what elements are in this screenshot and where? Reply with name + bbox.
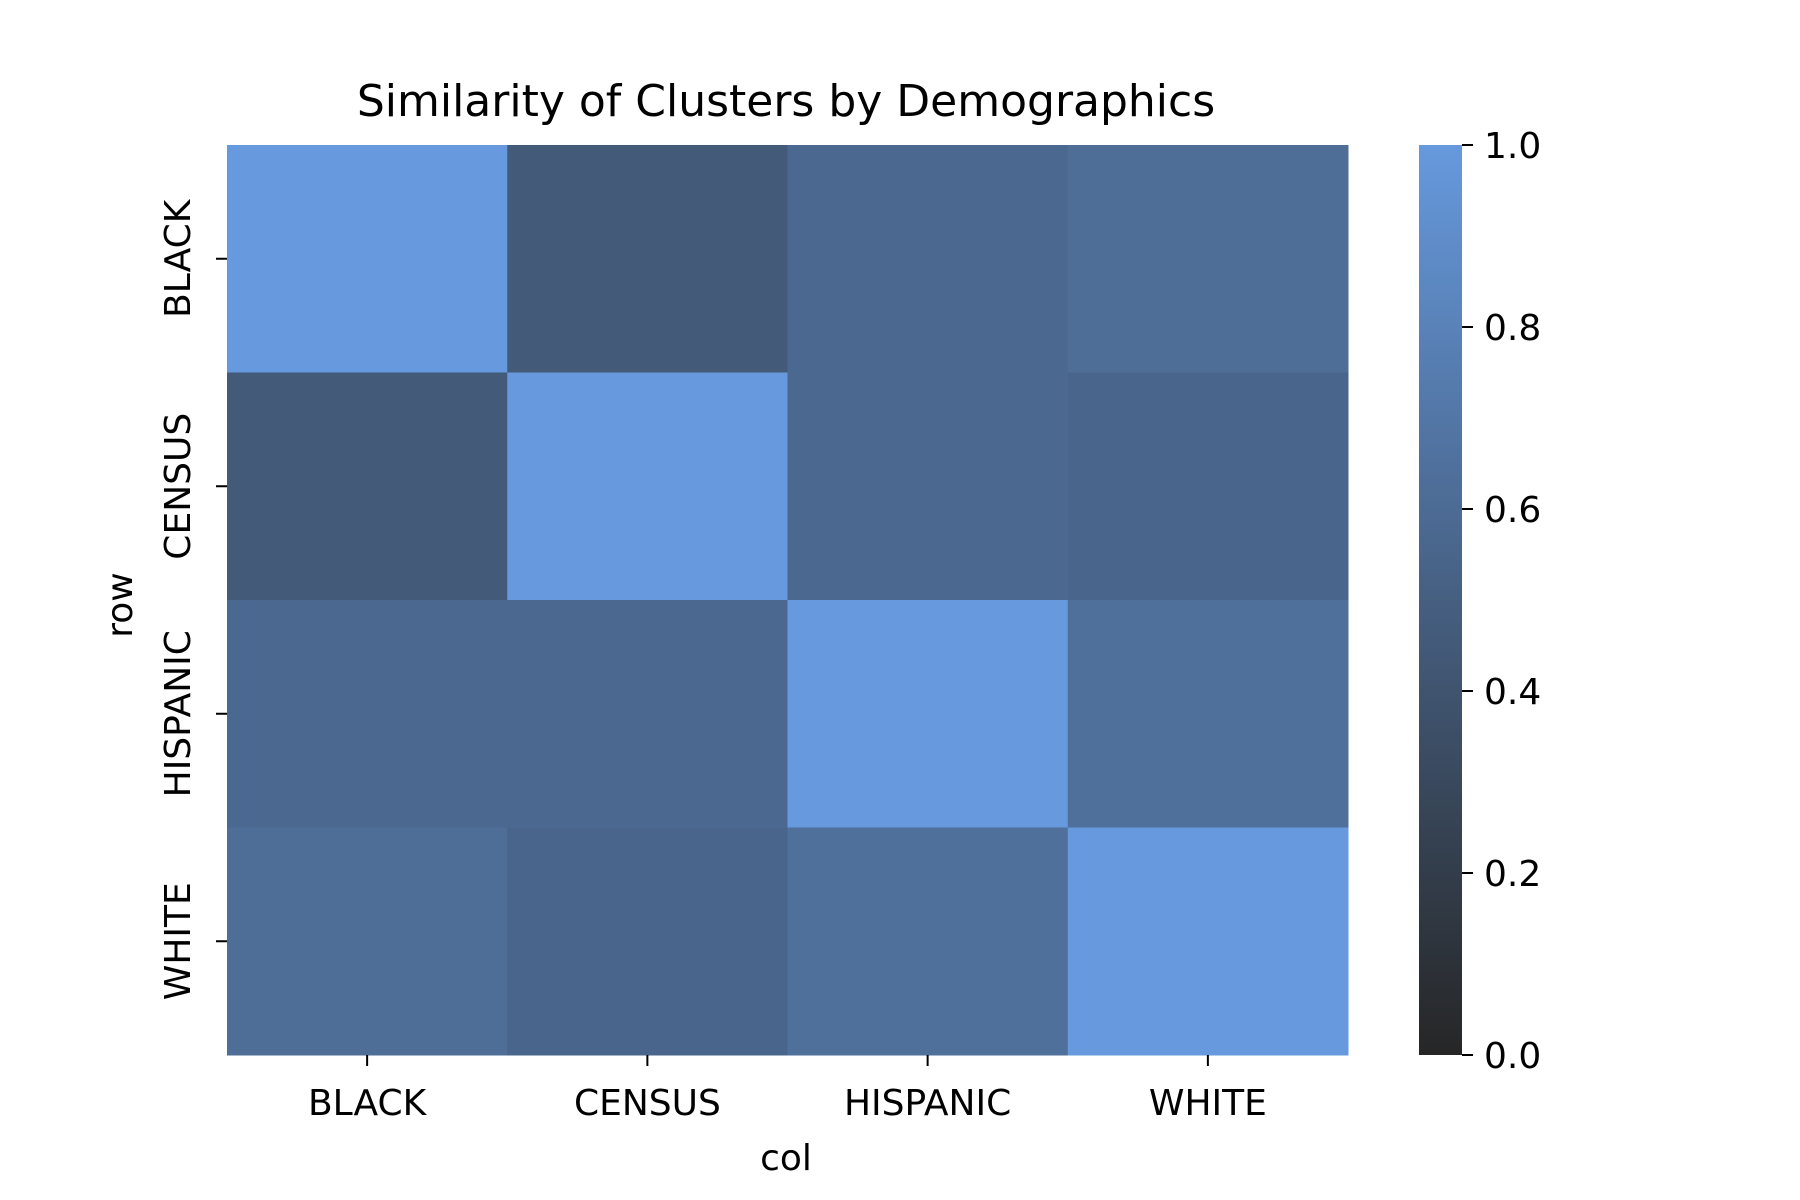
y-tick-label: CENSUS <box>158 413 199 560</box>
heatmap-cell <box>227 827 508 1056</box>
heatmap-cell <box>507 827 788 1056</box>
heatmap-cell <box>507 145 788 373</box>
y-axis-label: row <box>100 572 141 637</box>
y-tick-label: BLACK <box>158 198 199 318</box>
heatmap-cell <box>1067 827 1349 1056</box>
colorbar-tick-label: 0.8 <box>1484 308 1541 349</box>
x-tick-label: HISPANIC <box>844 1083 1011 1124</box>
heatmap-cell <box>1067 600 1349 828</box>
y-tick-label: WHITE <box>158 882 199 1000</box>
heatmap-cell <box>507 600 788 828</box>
colorbar <box>1419 145 1462 1055</box>
colorbar-tick-label: 0.0 <box>1484 1036 1541 1077</box>
heatmap-cell <box>787 372 1069 601</box>
x-axis-label: col <box>760 1138 812 1179</box>
y-axis-ticks: BLACK CENSUS HISPANIC WHITE <box>158 198 227 1000</box>
x-tick-label: WHITE <box>1149 1083 1267 1124</box>
heatmap-cell <box>787 827 1069 1056</box>
heatmap-cell <box>1067 145 1349 373</box>
colorbar-tick-label: 0.4 <box>1484 672 1541 713</box>
y-tick-label: HISPANIC <box>158 630 199 797</box>
heatmap-cell <box>227 145 508 373</box>
heatmap-cell <box>787 145 1069 373</box>
heatmap-cells <box>227 145 1349 1056</box>
colorbar-ticks: 0.0 0.2 0.4 0.6 0.8 1.0 <box>1462 126 1541 1077</box>
heatmap-cell <box>1067 372 1349 601</box>
heatmap-cell <box>787 600 1069 828</box>
x-tick-label: BLACK <box>308 1083 428 1124</box>
colorbar-tick-label: 0.2 <box>1484 854 1541 895</box>
colorbar-tick-label: 1.0 <box>1484 126 1541 167</box>
heatmap-cell <box>227 372 508 601</box>
colorbar-tick-label: 0.6 <box>1484 490 1541 531</box>
x-tick-label: CENSUS <box>574 1083 721 1124</box>
heatmap-cell <box>507 372 788 601</box>
chart-title: Similarity of Clusters by Demographics <box>357 76 1215 127</box>
x-axis-ticks: BLACK CENSUS HISPANIC WHITE <box>308 1055 1267 1124</box>
heatmap-cell <box>227 600 508 828</box>
